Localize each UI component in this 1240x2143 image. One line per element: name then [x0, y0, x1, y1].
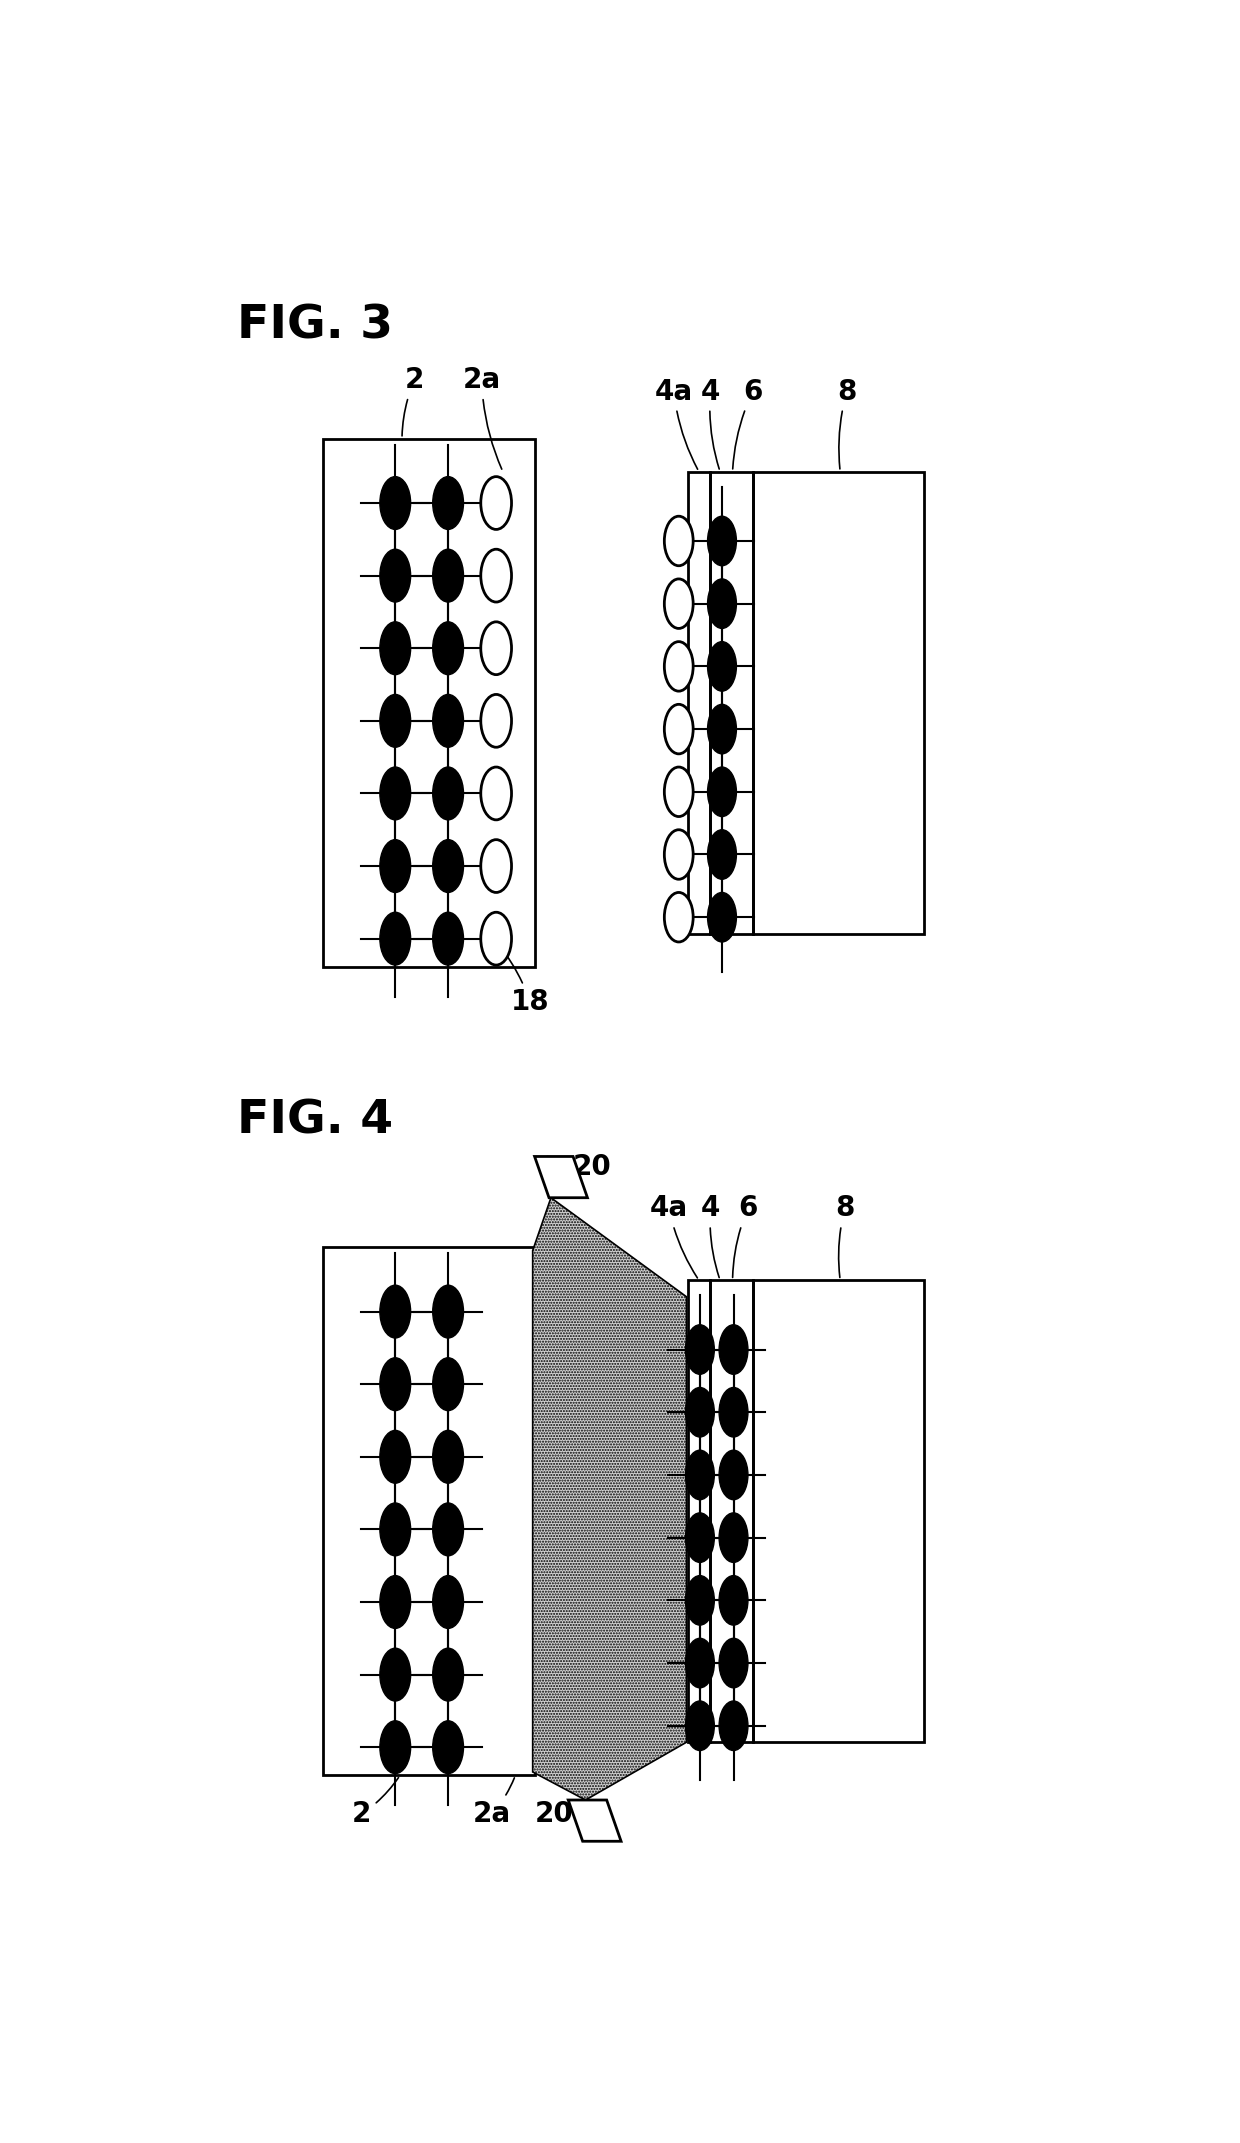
Circle shape — [379, 767, 410, 821]
Text: 18: 18 — [498, 945, 549, 1016]
Circle shape — [433, 549, 464, 602]
Circle shape — [708, 767, 737, 816]
Text: 8: 8 — [837, 377, 857, 469]
Text: 4: 4 — [701, 1194, 720, 1277]
Circle shape — [433, 476, 464, 529]
Circle shape — [686, 1702, 714, 1751]
Circle shape — [686, 1637, 714, 1689]
Circle shape — [379, 1648, 410, 1702]
Bar — [711, 1279, 753, 1742]
Text: 6: 6 — [733, 1194, 758, 1277]
Circle shape — [665, 641, 693, 692]
Circle shape — [379, 621, 410, 675]
Text: 6: 6 — [733, 377, 763, 469]
Bar — [753, 471, 924, 934]
Circle shape — [708, 891, 737, 943]
Circle shape — [665, 767, 693, 816]
Circle shape — [379, 1502, 410, 1556]
Circle shape — [379, 840, 410, 891]
Circle shape — [665, 829, 693, 879]
Bar — [324, 1247, 534, 1774]
Circle shape — [708, 516, 737, 566]
Circle shape — [433, 1502, 464, 1556]
Circle shape — [686, 1513, 714, 1562]
Circle shape — [708, 641, 737, 692]
Circle shape — [433, 1648, 464, 1702]
Circle shape — [719, 1387, 748, 1438]
Polygon shape — [534, 1157, 588, 1198]
Circle shape — [379, 1575, 410, 1629]
Text: 2a: 2a — [472, 1779, 515, 1828]
Circle shape — [665, 705, 693, 754]
Circle shape — [665, 516, 693, 566]
Circle shape — [379, 913, 410, 964]
Circle shape — [433, 1359, 464, 1410]
Circle shape — [379, 476, 410, 529]
Circle shape — [719, 1575, 748, 1624]
Bar — [324, 439, 534, 966]
Circle shape — [433, 1575, 464, 1629]
Text: FIG. 3: FIG. 3 — [237, 304, 393, 349]
Circle shape — [433, 621, 464, 675]
Circle shape — [481, 694, 512, 748]
Circle shape — [433, 913, 464, 964]
Circle shape — [433, 840, 464, 891]
Circle shape — [686, 1451, 714, 1500]
Circle shape — [708, 579, 737, 628]
Circle shape — [379, 694, 410, 748]
Polygon shape — [533, 1198, 687, 1800]
Text: 2: 2 — [352, 1777, 398, 1828]
Text: 4a: 4a — [650, 1194, 697, 1277]
Text: 20: 20 — [547, 1153, 611, 1181]
Bar — [753, 1279, 924, 1742]
Circle shape — [719, 1637, 748, 1689]
Bar — [688, 1279, 711, 1742]
Circle shape — [433, 1429, 464, 1483]
Circle shape — [481, 767, 512, 821]
Bar — [711, 471, 753, 934]
Circle shape — [708, 705, 737, 754]
Circle shape — [686, 1575, 714, 1624]
Circle shape — [433, 694, 464, 748]
Circle shape — [719, 1451, 748, 1500]
Circle shape — [719, 1324, 748, 1374]
Circle shape — [708, 829, 737, 879]
Text: 2: 2 — [402, 366, 424, 435]
Text: 2a: 2a — [463, 366, 502, 469]
Circle shape — [379, 549, 410, 602]
Circle shape — [719, 1513, 748, 1562]
Circle shape — [481, 476, 512, 529]
Circle shape — [665, 579, 693, 628]
Circle shape — [686, 1387, 714, 1438]
Bar — [688, 471, 711, 934]
Circle shape — [379, 1286, 410, 1337]
Polygon shape — [568, 1800, 621, 1841]
Circle shape — [481, 549, 512, 602]
Circle shape — [433, 767, 464, 821]
Circle shape — [433, 1721, 464, 1774]
Circle shape — [481, 913, 512, 964]
Circle shape — [481, 621, 512, 675]
Circle shape — [379, 1429, 410, 1483]
Circle shape — [379, 1359, 410, 1410]
Text: 4: 4 — [701, 377, 720, 469]
Text: 8: 8 — [836, 1194, 854, 1277]
Circle shape — [665, 891, 693, 943]
Circle shape — [481, 840, 512, 891]
Text: 4a: 4a — [655, 377, 698, 469]
Text: FIG. 4: FIG. 4 — [237, 1099, 393, 1144]
Circle shape — [719, 1702, 748, 1751]
Circle shape — [686, 1324, 714, 1374]
Text: 20: 20 — [534, 1800, 595, 1828]
Circle shape — [433, 1286, 464, 1337]
Circle shape — [379, 1721, 410, 1774]
